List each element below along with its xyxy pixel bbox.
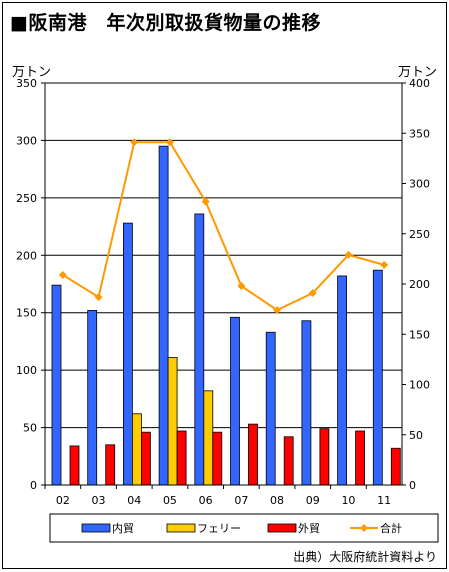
- bar-外貿-10: [355, 430, 366, 486]
- y-left-tick-label: 300: [16, 134, 37, 147]
- line-point-02: [58, 270, 67, 279]
- x-tick-label: 02: [56, 494, 70, 507]
- bar-内貿-02: [51, 284, 62, 486]
- y-left-tick-label: 0: [30, 479, 37, 492]
- line-point-11: [380, 260, 389, 269]
- bar-外貿-03: [105, 444, 116, 486]
- legend-label-フェリー: フェリー: [197, 522, 241, 535]
- legend: 内貿 フェリー 外貿 合計: [49, 513, 439, 543]
- y-left-tick-label: 350: [16, 77, 37, 90]
- x-tick-label: 09: [306, 494, 320, 507]
- x-tick-label: 06: [199, 494, 213, 507]
- plot-area: [45, 83, 402, 485]
- y-right-tick-label: 250: [409, 228, 430, 241]
- bar-フェリー-05: [167, 357, 178, 486]
- bar-内貿-09: [301, 320, 312, 486]
- bar-内貿-03: [87, 310, 98, 486]
- y-left-tick-label: 200: [16, 249, 37, 262]
- bar-内貿-05: [158, 145, 169, 486]
- x-tick-label: 07: [234, 494, 248, 507]
- bar-内貿-11: [372, 269, 383, 486]
- legend-marker-合計: [360, 524, 368, 532]
- legend-label-外貿: 外貿: [298, 522, 320, 535]
- total-line-layer: [58, 138, 389, 315]
- y-right-tick-label: 350: [409, 127, 430, 140]
- y-left-tick-label: 250: [16, 192, 37, 205]
- bar-内貿-04: [123, 222, 133, 486]
- chart-title: ■阪南港 年次別取扱貨物量の推移: [10, 12, 321, 34]
- y-right-tick-label: 0: [409, 479, 416, 492]
- line-point-08: [273, 306, 282, 315]
- x-tick-label: 11: [377, 494, 391, 507]
- legend-label-合計: 合計: [380, 521, 402, 535]
- line-point-10: [344, 250, 353, 259]
- legend-swatch-外貿: [267, 523, 297, 533]
- line-point-09: [308, 289, 317, 298]
- bar-外貿-05: [176, 430, 187, 486]
- bar-外貿-11: [390, 447, 401, 486]
- x-tick-label: 05: [163, 494, 177, 507]
- y-right-tick-label: 100: [409, 379, 430, 392]
- bar-外貿-08: [283, 436, 294, 486]
- bar-内貿-10: [337, 275, 348, 486]
- bar-内貿-06: [194, 213, 205, 486]
- legend-label-内貿: 内貿: [112, 521, 134, 535]
- bar-内貿-08: [265, 331, 276, 486]
- y-left-tick-label: 150: [16, 307, 37, 320]
- bar-フェリー-04: [131, 413, 142, 486]
- y-right-tick-label: 400: [409, 77, 430, 90]
- legend-swatch-フェリー: [166, 523, 196, 533]
- line-point-03: [94, 293, 103, 302]
- bar-外貿-06: [212, 431, 223, 486]
- x-tick-label: 08: [270, 494, 284, 507]
- x-tick-label: 04: [127, 494, 141, 507]
- bar-外貿-09: [319, 428, 330, 486]
- y-right-tick-label: 150: [409, 328, 430, 341]
- legend-swatch-内貿: [81, 523, 111, 533]
- line-point-07: [237, 282, 246, 291]
- source-note: 出典）大阪府統計資料より: [293, 550, 437, 564]
- legend-box: [49, 513, 439, 543]
- bar-フェリー-06: [203, 390, 214, 486]
- y-left-unit: 万トン: [12, 65, 51, 80]
- y-left-tick-label: 100: [16, 364, 37, 377]
- y-right-tick-label: 200: [409, 278, 430, 291]
- axis-layer: 0501001502002503003500501001502002503003…: [12, 65, 437, 507]
- line-point-04: [130, 138, 139, 147]
- y-right-tick-label: 50: [409, 429, 423, 442]
- line-point-05: [165, 138, 174, 147]
- grid-layer: [45, 82, 402, 485]
- y-left-tick-label: 50: [23, 422, 37, 435]
- bar-外貿-02: [69, 445, 80, 486]
- bar-外貿-07: [248, 423, 258, 486]
- x-tick-label: 10: [341, 494, 355, 507]
- line-point-06: [201, 197, 210, 206]
- bar-内貿-07: [230, 316, 240, 486]
- x-tick-label: 03: [92, 494, 106, 507]
- y-right-tick-label: 300: [409, 178, 430, 191]
- y-right-unit: 万トン: [398, 65, 437, 80]
- bar-外貿-04: [140, 431, 151, 486]
- series-line-合計: [62, 141, 385, 312]
